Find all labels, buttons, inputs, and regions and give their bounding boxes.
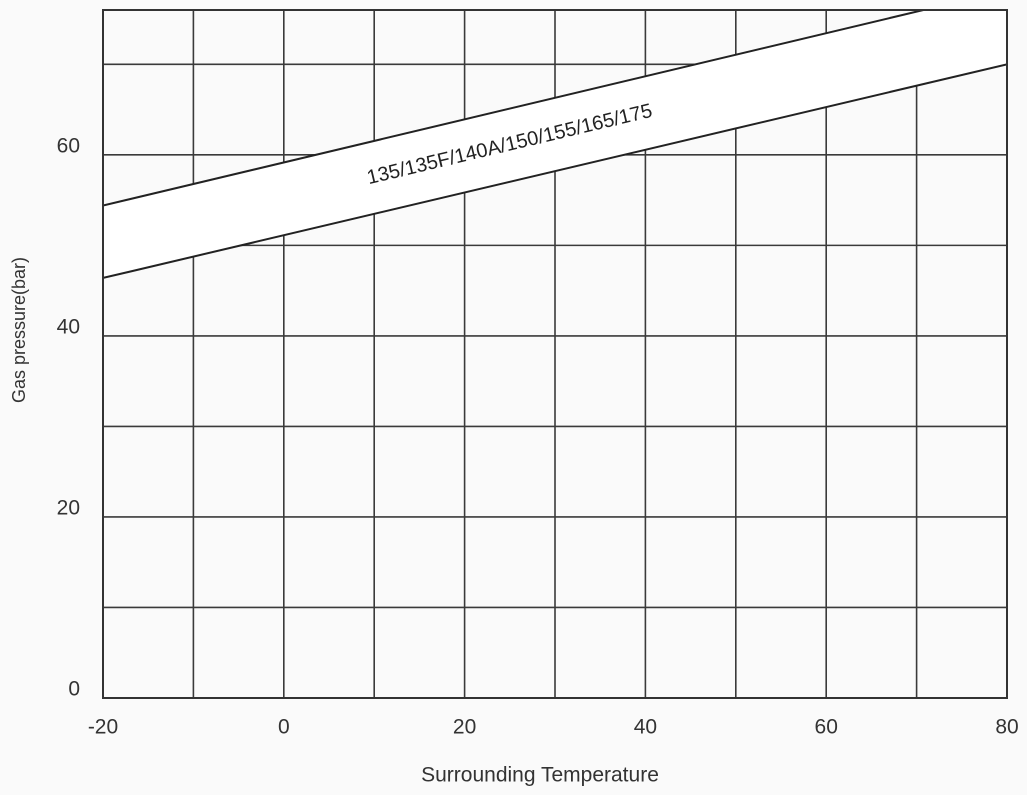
- band-fill: [103, 10, 1007, 278]
- x-axis-label: Surrounding Temperature: [421, 764, 659, 787]
- band-edge: [103, 10, 928, 207]
- y-tick-label: 60: [57, 134, 80, 157]
- plot-frame: [102, 9, 1008, 699]
- y-tick-label: 0: [68, 678, 80, 701]
- y-tick-label: 40: [57, 315, 80, 338]
- x-tick-label: 80: [995, 716, 1018, 739]
- x-tick-label: 20: [453, 716, 476, 739]
- band-edge: [103, 63, 1007, 279]
- x-tick-label: 40: [634, 716, 657, 739]
- x-tick-label: -20: [88, 716, 118, 739]
- band-group: [103, 10, 1007, 279]
- x-tick-label: 0: [278, 716, 290, 739]
- y-tick-label: 20: [57, 496, 80, 519]
- x-tick-label: 60: [815, 716, 838, 739]
- y-axis-label: Gas pressure(bar): [9, 257, 29, 403]
